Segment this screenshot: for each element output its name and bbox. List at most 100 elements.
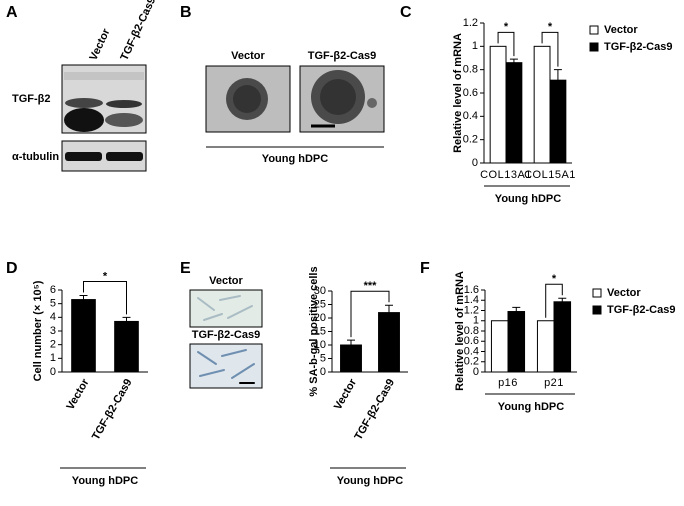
image-label: TGF-β2-Cas9 bbox=[192, 329, 260, 341]
y-tick-label: 4 bbox=[50, 311, 56, 323]
significance-bracket bbox=[350, 290, 390, 338]
y-tick-label: 0.6 bbox=[464, 335, 479, 347]
error-bar bbox=[347, 339, 355, 345]
lane-label: TGF-β2-Cas9 bbox=[118, 0, 158, 62]
x-tick-label: TGF-β2-Cas9 bbox=[352, 377, 397, 442]
y-tick-label: 0 bbox=[473, 366, 479, 378]
y-tick-label: 0 bbox=[472, 157, 478, 169]
bar bbox=[553, 301, 572, 373]
y-tick-label: 3 bbox=[50, 325, 56, 337]
group-label: Young hDPC bbox=[498, 401, 564, 413]
significance-label: * bbox=[504, 21, 509, 33]
y-tick-label: 5 bbox=[50, 298, 56, 310]
y-tick-label: 2 bbox=[50, 339, 56, 351]
bar bbox=[490, 320, 509, 373]
error-bar bbox=[509, 58, 518, 63]
significance-bracket bbox=[83, 280, 127, 315]
bar bbox=[505, 62, 523, 164]
significance-label: * bbox=[552, 273, 557, 285]
y-tick-label: 0 bbox=[320, 366, 326, 378]
y-tick-label: 15 bbox=[314, 325, 326, 337]
x-tick-label: p21 bbox=[544, 377, 564, 389]
y-tick-label: 0.6 bbox=[463, 87, 478, 99]
bar bbox=[340, 344, 362, 373]
row-label: TGF-β2 bbox=[12, 93, 51, 105]
y-tick-label: 0.4 bbox=[463, 110, 478, 122]
y-tick-label: 0.8 bbox=[464, 325, 479, 337]
y-tick-label: 1 bbox=[472, 40, 478, 52]
group-label: Young hDPC bbox=[337, 475, 403, 487]
significance-label: * bbox=[548, 21, 553, 33]
y-axis-label: Cell number (× 10⁵) bbox=[32, 280, 44, 381]
x-tick-label: TGF-β2-Cas9 bbox=[90, 377, 135, 442]
y-axis-label: % SA-b-gal positive cells bbox=[308, 266, 320, 396]
x-tick-label: COL13A1 bbox=[480, 169, 532, 181]
bar bbox=[507, 311, 526, 373]
y-tick-label: 1 bbox=[50, 352, 56, 364]
image-label: Vector bbox=[231, 50, 265, 62]
group-label: Young hDPC bbox=[495, 193, 561, 205]
error-bar bbox=[512, 306, 521, 312]
significance-bracket bbox=[497, 31, 515, 57]
panel-label: A bbox=[6, 4, 18, 21]
error-bar bbox=[558, 297, 567, 302]
image-label: Vector bbox=[209, 275, 243, 287]
y-tick-label: 0.2 bbox=[464, 356, 479, 368]
legend-label: Vector bbox=[607, 287, 641, 299]
legend-swatch bbox=[589, 42, 599, 52]
y-tick-label: 30 bbox=[314, 285, 326, 297]
y-tick-label: 0 bbox=[50, 366, 56, 378]
legend-swatch bbox=[592, 305, 602, 315]
legend-swatch bbox=[592, 288, 602, 298]
significance-label: *** bbox=[364, 280, 378, 292]
y-tick-label: 1.2 bbox=[464, 304, 479, 316]
x-tick-label: Vector bbox=[332, 376, 360, 412]
image-label: TGF-β2-Cas9 bbox=[308, 50, 376, 62]
group-label: Young hDPC bbox=[262, 153, 328, 165]
group-label: Young hDPC bbox=[72, 475, 138, 487]
y-tick-label: 1 bbox=[473, 315, 479, 327]
panel-label: C bbox=[400, 4, 412, 21]
error-bar bbox=[122, 316, 131, 322]
y-tick-label: 0.8 bbox=[463, 64, 478, 76]
legend-label: TGF-β2-Cas9 bbox=[604, 41, 672, 53]
y-axis-label: Relative level of mRNA bbox=[452, 33, 464, 153]
error-bar bbox=[79, 294, 88, 300]
legend-swatch bbox=[589, 25, 599, 35]
row-label: α-tubulin bbox=[12, 151, 59, 163]
y-tick-label: 20 bbox=[314, 312, 326, 324]
panel-label: E bbox=[180, 260, 191, 277]
y-tick-label: 5 bbox=[320, 352, 326, 364]
y-tick-label: 0.4 bbox=[464, 345, 479, 357]
bar bbox=[71, 299, 96, 373]
y-axis-label: Relative level of mRNA bbox=[454, 271, 466, 391]
bar bbox=[114, 320, 139, 373]
y-tick-label: 1.4 bbox=[464, 294, 479, 306]
y-tick-label: 1.2 bbox=[463, 17, 478, 29]
significance-bracket bbox=[545, 283, 563, 318]
y-tick-label: 1.6 bbox=[464, 284, 479, 296]
panel-label: B bbox=[180, 4, 192, 21]
y-tick-label: 0.2 bbox=[463, 134, 478, 146]
micrograph bbox=[189, 289, 263, 389]
bar bbox=[533, 45, 551, 164]
bar bbox=[378, 312, 400, 373]
significance-label: * bbox=[103, 270, 108, 282]
legend-label: Vector bbox=[604, 24, 638, 36]
error-bar bbox=[385, 304, 393, 313]
blot-image bbox=[61, 64, 147, 172]
y-tick-label: 6 bbox=[50, 284, 56, 296]
significance-bracket bbox=[541, 31, 559, 67]
lane-label: Vector bbox=[87, 26, 112, 62]
bar bbox=[536, 320, 555, 373]
x-tick-label: Vector bbox=[64, 376, 92, 412]
legend-label: TGF-β2-Cas9 bbox=[607, 304, 675, 316]
panel-label: F bbox=[420, 260, 430, 277]
y-tick-label: 25 bbox=[314, 298, 326, 310]
x-tick-label: COL15A1 bbox=[524, 169, 576, 181]
bar bbox=[549, 79, 567, 164]
x-tick-label: p16 bbox=[498, 377, 518, 389]
y-tick-label: 10 bbox=[314, 339, 326, 351]
error-bar bbox=[553, 69, 562, 81]
